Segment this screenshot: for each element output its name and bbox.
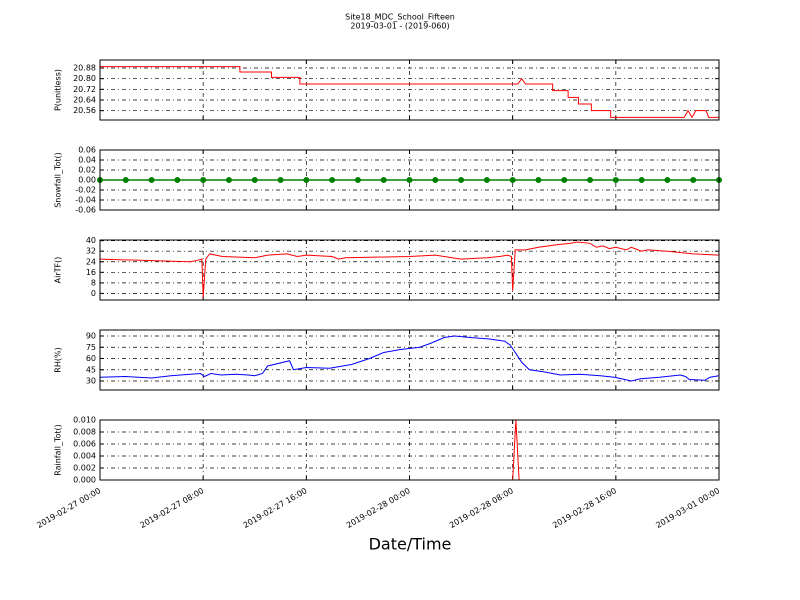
y-tick-label: 16 xyxy=(86,268,96,277)
y-tick-label: 45 xyxy=(86,365,96,374)
marker xyxy=(354,177,361,183)
plot-frame xyxy=(99,59,720,121)
y-tick-label: 0.002 xyxy=(73,464,96,473)
x-axis-title: Date/Time xyxy=(369,535,452,554)
y-tick-label: 75 xyxy=(86,343,96,352)
y-tick-label: 40 xyxy=(86,236,96,245)
marker xyxy=(612,177,619,183)
marker xyxy=(587,177,594,183)
marker xyxy=(148,177,155,183)
marker xyxy=(225,177,232,183)
marker xyxy=(200,177,207,183)
y-tick-label: -0.04 xyxy=(75,196,96,205)
marker xyxy=(406,177,413,183)
series-line xyxy=(100,241,719,298)
y-tick-label: -0.06 xyxy=(75,206,96,215)
y-tick-label: 20.56 xyxy=(73,106,96,115)
marker xyxy=(329,177,336,183)
y-axis-title: RH(%) xyxy=(54,347,63,372)
marker xyxy=(561,177,568,183)
y-tick-label: 0.008 xyxy=(73,428,96,437)
chart-subtitle: 2019-03-01 - (2019-060) xyxy=(350,22,449,31)
y-tick-label: 0.010 xyxy=(73,416,96,425)
marker xyxy=(509,177,516,183)
marker xyxy=(638,177,645,183)
plot-frame xyxy=(99,149,720,211)
chart-title: Site18_MDC_School_Fifteen xyxy=(345,13,455,22)
marker xyxy=(432,177,439,183)
marker xyxy=(664,177,671,183)
marker xyxy=(174,177,181,183)
marker xyxy=(303,177,310,183)
y-tick-label: 0.000 xyxy=(73,476,96,485)
marker xyxy=(122,177,129,183)
plot-frame xyxy=(99,239,720,301)
y-tick-label: 0.04 xyxy=(78,156,96,165)
y-tick-label: 24 xyxy=(86,257,96,266)
y-axis-title: Rainfall_Tot() xyxy=(54,424,63,476)
marker xyxy=(483,177,490,183)
y-tick-label: 30 xyxy=(86,377,96,386)
y-tick-label: 20.72 xyxy=(73,85,96,94)
y-axis-title: P(unitless) xyxy=(54,69,63,111)
marker xyxy=(690,177,697,183)
plot-frame xyxy=(99,329,720,391)
y-tick-label: 20.80 xyxy=(73,74,96,83)
y-tick-label: 0.02 xyxy=(78,166,96,175)
y-tick-label: 20.88 xyxy=(73,64,96,73)
y-tick-label: 0.004 xyxy=(73,452,96,461)
y-tick-label: 0.00 xyxy=(78,176,96,185)
y-tick-label: 32 xyxy=(86,247,96,256)
y-tick-label: 0 xyxy=(91,289,96,298)
y-tick-label: 90 xyxy=(86,332,96,341)
marker xyxy=(251,177,258,183)
marker xyxy=(535,177,542,183)
series-line xyxy=(100,335,719,382)
y-axis-title: AirTF() xyxy=(54,257,63,284)
plot-frame xyxy=(99,419,720,481)
y-tick-label: -0.02 xyxy=(75,186,96,195)
marker xyxy=(458,177,465,183)
marker xyxy=(277,177,284,183)
marker xyxy=(380,177,387,183)
y-axis-title: Snowfall_Tot() xyxy=(54,152,63,208)
y-tick-label: 0.06 xyxy=(78,146,96,155)
y-tick-label: 20.64 xyxy=(73,96,96,105)
series-line xyxy=(100,66,719,119)
y-tick-label: 60 xyxy=(86,354,96,363)
y-tick-label: 8 xyxy=(91,278,96,287)
y-tick-label: 0.006 xyxy=(73,440,96,449)
